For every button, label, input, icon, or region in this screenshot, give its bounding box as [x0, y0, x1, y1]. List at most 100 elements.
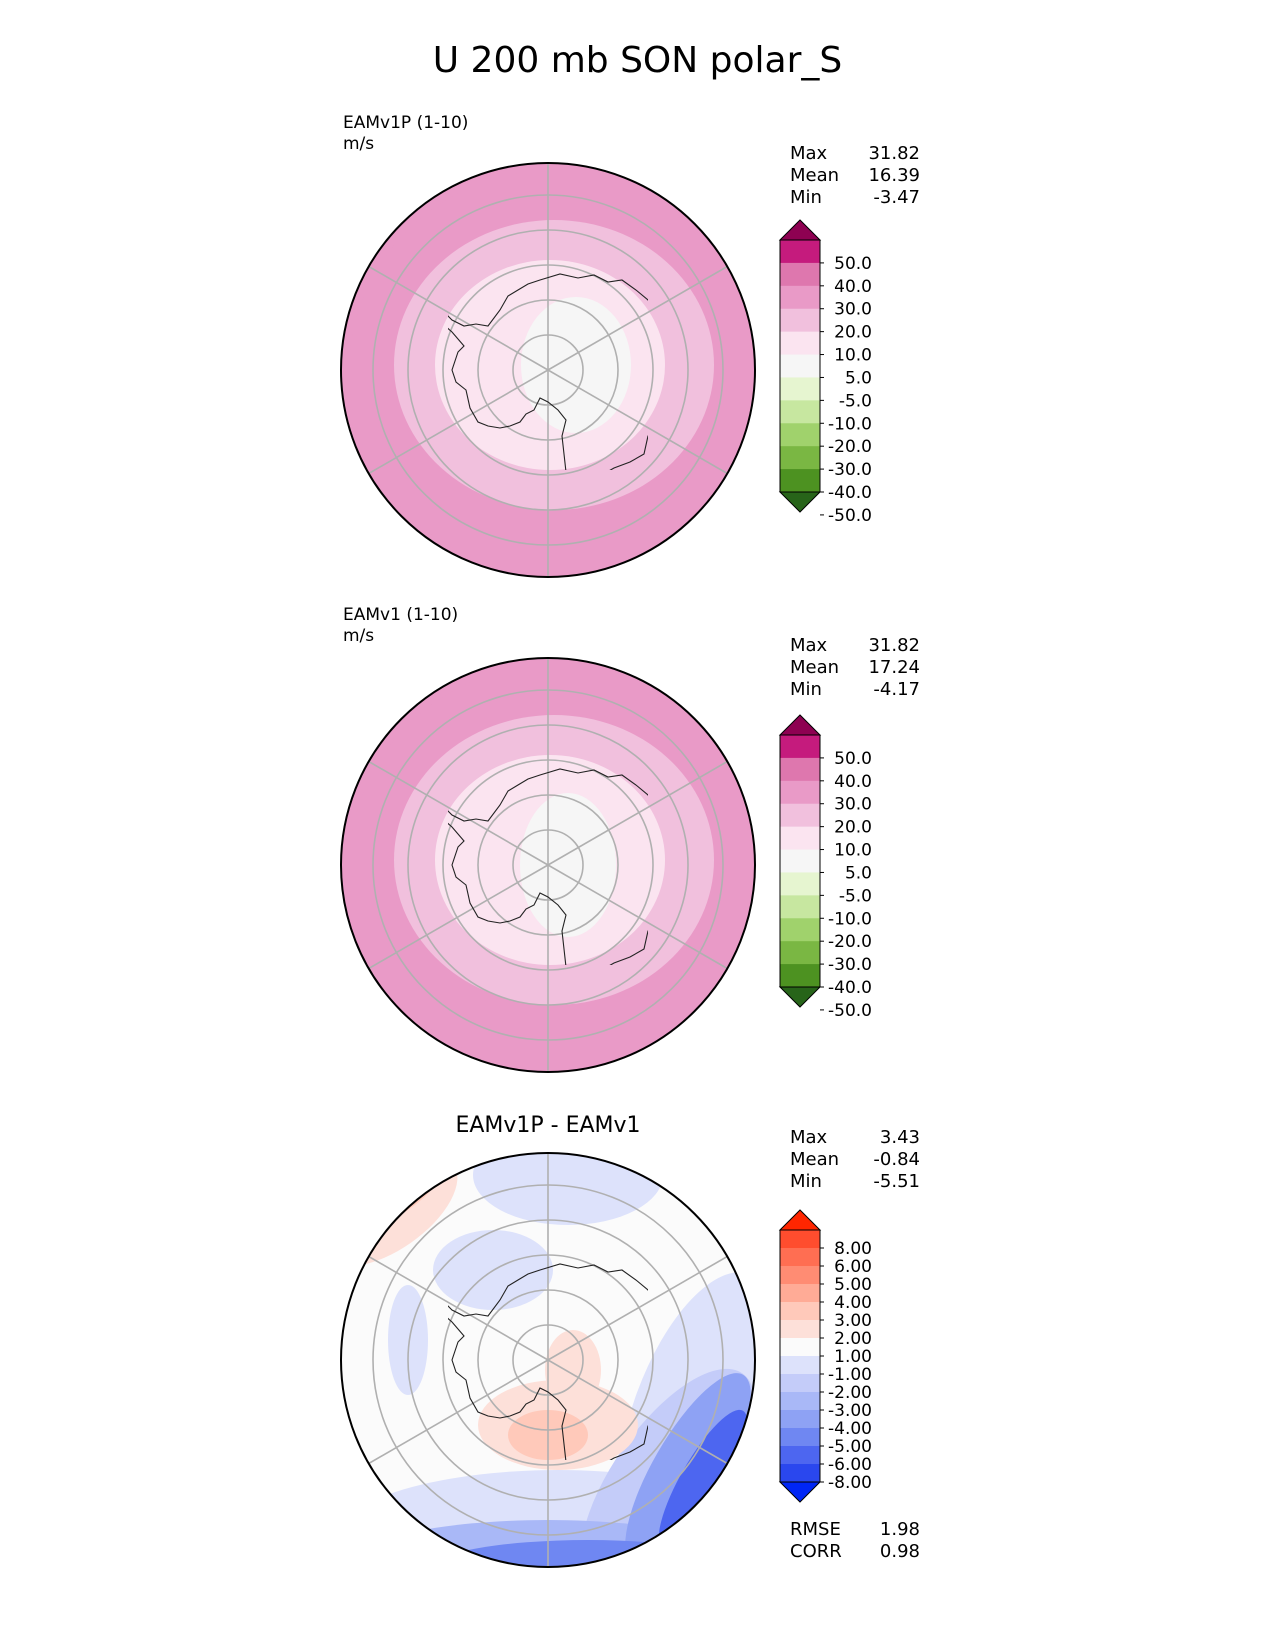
- colorbar-tick-label: -50.0: [828, 506, 872, 526]
- metric-corr-label: CORR: [790, 1541, 842, 1562]
- colorbar-bin: [780, 240, 820, 264]
- colorbar-frame: [779, 734, 821, 988]
- contour-band-minus6-minus8: [658, 1409, 748, 1551]
- colorbar-tick-label: -5.0: [839, 886, 872, 906]
- colorbar-tick-label: 10.0: [834, 346, 872, 366]
- colorbar-tick-label: -4.00: [828, 1419, 872, 1439]
- colorbar-tick-label: -40.0: [828, 483, 872, 503]
- panel-reference-stats: Max 31.82 Mean 17.24 Min -4.17: [790, 635, 920, 701]
- colorbar-tick-label: -10.0: [828, 414, 872, 434]
- colorbar-bin: [780, 285, 820, 310]
- colorbar-tick-label: -10.0: [828, 909, 872, 929]
- colorbar-bin: [780, 423, 820, 447]
- colorbar-bin: [780, 1428, 820, 1447]
- panel-difference-map: [340, 1152, 756, 1568]
- colorbar-tick-label: 5.0: [845, 368, 872, 388]
- colorbar-bin: [780, 1446, 820, 1465]
- panel-test-units: m/s: [343, 134, 375, 154]
- colorbar-extend-max: [778, 714, 822, 736]
- colorbar-bin: [780, 1464, 820, 1483]
- colorbar-tick-label: 1.00: [834, 1347, 872, 1367]
- stat-min-value: -5.51: [873, 1171, 920, 1192]
- colorbar-tick-label: 5.0: [845, 863, 872, 883]
- stat-mean-label: Mean: [790, 1149, 840, 1170]
- colorbar-tick-label: -30.0: [828, 955, 872, 975]
- stat-min-label: Min: [790, 187, 822, 208]
- colorbar-tick-label: -5.0: [839, 391, 872, 411]
- colorbar-tick-label: 2.00: [834, 1329, 872, 1349]
- colorbar-tick-label: -50.0: [828, 1001, 872, 1021]
- colorbar-bin: [780, 964, 820, 988]
- colorbar-bin: [780, 1302, 820, 1321]
- colorbar-bin: [780, 1284, 820, 1303]
- colorbar-tick-label: 6.00: [834, 1257, 872, 1277]
- filled-contours: [341, 1153, 755, 1567]
- colorbar-bin: [780, 1338, 820, 1357]
- longitude-gridline: [368, 369, 549, 475]
- stat-mean-value: 16.39: [868, 165, 920, 186]
- contour-band-minus1-minus2: [388, 1285, 428, 1395]
- panel-difference-stats: Max 3.43 Mean -0.84 Min -5.51: [790, 1127, 920, 1193]
- stat-min-value: -4.17: [873, 679, 920, 700]
- colorbar-tick-label: 30.0: [834, 795, 872, 815]
- stat-max-value: 31.82: [868, 635, 920, 656]
- map-boundary: [340, 162, 756, 578]
- colorbar-tick-label: 40.0: [834, 277, 872, 297]
- metric-rmse-label: RMSE: [790, 1519, 841, 1540]
- stat-min-label: Min: [790, 679, 822, 700]
- colorbar-bin: [780, 826, 820, 851]
- colorbar-tick-label: 30.0: [834, 300, 872, 320]
- colorbar-tick-label: 20.0: [834, 818, 872, 838]
- colorbar-tick-label: -20.0: [828, 437, 872, 457]
- stat-max-value: 3.43: [879, 1127, 920, 1148]
- colorbar-bin: [780, 354, 820, 378]
- panel-reference-colorbar: 50.0 40.0 30.0 20.0 10.05.0 -5.0 -10.0 -20.0 -30…: [778, 714, 872, 1021]
- contour-band-minus5-5: [521, 297, 631, 433]
- contour-band-minus5-5: [520, 793, 616, 937]
- colorbar-bin: [780, 1230, 820, 1249]
- colorbar-tick-label: -3.00: [828, 1401, 872, 1421]
- longitude-gridline: [547, 760, 728, 866]
- colorbar-extend-min: [778, 1481, 822, 1503]
- colorbar-bin: [780, 895, 820, 919]
- panel-test-label: EAMv1P (1-10) m/s: [343, 113, 468, 155]
- panel-reference-name: EAMv1 (1-10): [343, 605, 459, 625]
- colorbar-tick-label: 8.00: [834, 1239, 872, 1259]
- colorbar-tick-label: -6.00: [828, 1455, 872, 1475]
- colorbar-bin: [780, 308, 820, 333]
- panel-reference-label: EAMv1 (1-10) m/s: [343, 605, 458, 647]
- panel-test-map: [340, 162, 756, 578]
- longitude-gridline: [547, 1359, 728, 1465]
- contour-band-minus1-minus2: [473, 1153, 663, 1225]
- panel-difference-colorbar: 8.006.005.004.003.002.001.00-1.00-2.00-3…: [778, 1209, 872, 1503]
- map-boundary: [340, 1152, 756, 1568]
- colorbar-frame: [779, 239, 821, 493]
- colorbar-tick-label: 5.00: [834, 1275, 872, 1295]
- colorbar-bin: [780, 1392, 820, 1411]
- colorbar-bin: [780, 1248, 820, 1267]
- longitude-gridline: [547, 864, 728, 970]
- longitude-gridline: [547, 265, 728, 371]
- colorbar-bin: [780, 941, 820, 965]
- colorbar-tick-label: -2.00: [828, 1383, 872, 1403]
- stat-max-label: Max: [790, 1127, 828, 1148]
- colorbar-bin: [780, 331, 820, 356]
- map-boundary: [340, 657, 756, 1073]
- longitude-gridline: [368, 1255, 549, 1361]
- colorbar-tick-label: -1.00: [828, 1365, 872, 1385]
- stat-mean-label: Mean: [790, 657, 840, 678]
- colorbar-bin: [780, 1374, 820, 1393]
- panel-test-name: EAMv1P (1-10): [343, 113, 469, 133]
- colorbar-bin: [780, 1356, 820, 1375]
- longitude-gridline: [368, 864, 549, 970]
- colorbar-tick-label: 20.0: [834, 323, 872, 343]
- colorbar-extend-max: [778, 219, 822, 241]
- panel-test-colorbar: 50.0 40.0 30.0 20.0 10.05.0 -5.0 -10.0 -20.0 -30…: [778, 219, 872, 526]
- colorbar-bin: [780, 469, 820, 493]
- stat-max-value: 31.82: [868, 143, 920, 164]
- colorbar-bin: [780, 1266, 820, 1285]
- longitude-gridline: [368, 1359, 549, 1465]
- colorbar-bin: [780, 757, 820, 782]
- colorbar-tick-label: -30.0: [828, 460, 872, 480]
- colorbar-extend-min: [778, 986, 822, 1008]
